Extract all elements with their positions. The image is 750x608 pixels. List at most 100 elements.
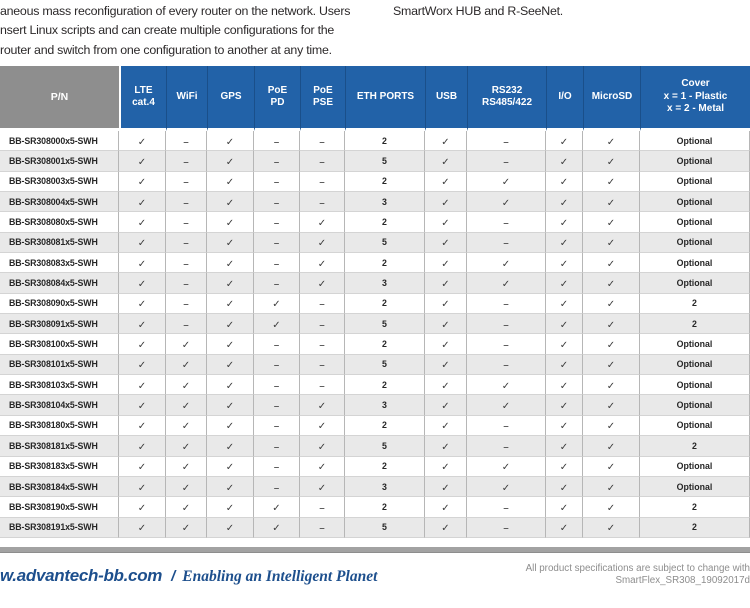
check-icon: ✓ <box>137 401 147 413</box>
product-spec-table: P/N LTE cat.4 WiFi GPS PoE PD PoE PSE ETH PORT… <box>0 66 750 538</box>
check-icon: ✓ <box>137 218 147 230</box>
dash-icon: – <box>273 238 280 250</box>
check-icon: ✓ <box>272 523 281 535</box>
check-icon: ✓ <box>606 319 616 331</box>
check-icon: ✓ <box>606 380 616 392</box>
dash-icon: – <box>273 360 280 372</box>
spec-cell-microsd: ✓ <box>583 497 640 518</box>
check-icon: ✓ <box>181 360 191 372</box>
spec-cell-poe-pd: – <box>254 151 300 172</box>
dash-icon: – <box>503 299 509 311</box>
spec-cell-microsd: ✓ <box>583 476 640 498</box>
part-number-cell: BB-SR308090x5-SWH <box>0 293 119 315</box>
check-icon: ✓ <box>559 177 569 189</box>
check-icon: ✓ <box>137 340 147 352</box>
spec-cell-usb: ✓ <box>425 375 467 396</box>
column-header-pn: P/N <box>0 66 119 131</box>
spec-cell-wifi: ✓ <box>166 456 207 477</box>
check-icon: ✓ <box>441 258 450 270</box>
check-icon: ✓ <box>441 197 450 209</box>
spec-cell-io: ✓ <box>546 334 583 355</box>
check-icon: ✓ <box>559 136 569 148</box>
table-row: BB-SR308084x5-SWH ✓ – ✓ – ✓ 3 ✓ ✓ ✓ ✓ Optional <box>0 273 750 294</box>
dash-icon: – <box>319 340 325 352</box>
spec-cell-io: ✓ <box>546 314 583 335</box>
spec-cell-cover: Optional <box>640 476 750 498</box>
spec-cell-poe-pse: – <box>300 131 345 152</box>
spec-cell-rs232-rs485-422: – <box>467 497 546 518</box>
spec-cell-poe-pse: ✓ <box>300 436 345 457</box>
dash-icon: – <box>319 319 325 331</box>
dash-icon: – <box>183 279 189 291</box>
spec-cell-cover: 2 <box>640 293 750 315</box>
spec-cell-cover: Optional <box>640 456 750 477</box>
spec-cell-wifi: ✓ <box>166 415 207 437</box>
check-icon: ✓ <box>225 258 235 270</box>
intro-paragraph-left: aneous mass reconfiguration of every rou… <box>0 4 351 57</box>
dash-icon: – <box>273 279 280 291</box>
spec-cell-poe-pse: ✓ <box>300 232 345 254</box>
table-row: BB-SR308083x5-SWH ✓ – ✓ – ✓ 2 ✓ ✓ ✓ ✓ Optional <box>0 253 750 274</box>
table-header-row: P/N LTE cat.4 WiFi GPS PoE PD PoE PSE ETH PORT… <box>0 66 750 131</box>
table-row: BB-SR308000x5-SWH ✓ – ✓ – – 2 ✓ – ✓ ✓ Optional <box>0 131 750 152</box>
spec-cell-usb: ✓ <box>425 192 467 213</box>
column-header-gps: GPS <box>207 66 254 131</box>
check-icon: ✓ <box>181 502 191 514</box>
spec-cell-lte-cat4: ✓ <box>119 517 166 538</box>
spec-cell-microsd: ✓ <box>583 171 640 193</box>
check-icon: ✓ <box>441 157 450 169</box>
spec-cell-wifi: – <box>166 171 207 193</box>
check-icon: ✓ <box>559 502 569 514</box>
spec-cell-gps: ✓ <box>207 395 254 416</box>
check-icon: ✓ <box>441 360 450 372</box>
spec-cell-io: ✓ <box>546 517 583 538</box>
footer-site-link[interactable]: w.advantech-bb.com <box>0 566 163 585</box>
spec-cell-poe-pd: – <box>254 232 300 254</box>
spec-cell-gps: ✓ <box>207 354 254 376</box>
check-icon: ✓ <box>225 360 235 372</box>
spec-cell-poe-pse: ✓ <box>300 273 345 294</box>
check-icon: ✓ <box>606 421 616 433</box>
spec-cell-lte-cat4: ✓ <box>119 415 166 437</box>
check-icon: ✓ <box>606 238 616 250</box>
column-header-usb: USB <box>425 66 467 131</box>
spec-cell-wifi: – <box>166 314 207 335</box>
part-number-cell: BB-SR308100x5-SWH <box>0 334 119 355</box>
spec-cell-io: ✓ <box>546 232 583 254</box>
dash-icon: – <box>273 258 280 270</box>
table-row: BB-SR308003x5-SWH ✓ – ✓ – – 2 ✓ ✓ ✓ ✓ Optional <box>0 171 750 193</box>
dash-icon: – <box>503 157 509 169</box>
table-row: BB-SR308004x5-SWH ✓ – ✓ – – 3 ✓ ✓ ✓ ✓ Optional <box>0 192 750 213</box>
spec-cell-eth-ports: 2 <box>345 497 425 518</box>
check-icon: ✓ <box>501 258 511 270</box>
column-header-poe-pd: PoE PD <box>254 66 300 131</box>
dash-icon: – <box>273 441 280 453</box>
spec-cell-eth-ports: 2 <box>345 334 425 355</box>
part-number-cell: BB-SR308101x5-SWH <box>0 354 119 376</box>
spec-cell-eth-ports: 5 <box>345 314 425 335</box>
check-icon: ✓ <box>225 380 235 392</box>
spec-cell-cover: Optional <box>640 151 750 172</box>
check-icon: ✓ <box>272 319 281 331</box>
spec-cell-io: ✓ <box>546 456 583 477</box>
table-row: BB-SR308191x5-SWH ✓ ✓ ✓ ✓ – 5 ✓ – ✓ ✓ 2 <box>0 517 750 538</box>
check-icon: ✓ <box>137 238 147 250</box>
check-icon: ✓ <box>137 380 147 392</box>
part-number-cell: BB-SR308080x5-SWH <box>0 212 119 233</box>
table-row: BB-SR308190x5-SWH ✓ ✓ ✓ ✓ – 2 ✓ – ✓ ✓ 2 <box>0 497 750 518</box>
spec-cell-rs232-rs485-422: – <box>467 436 546 457</box>
part-number-cell: BB-SR308081x5-SWH <box>0 232 119 254</box>
check-icon: ✓ <box>317 441 327 453</box>
check-icon: ✓ <box>137 197 147 209</box>
check-icon: ✓ <box>559 157 569 169</box>
check-icon: ✓ <box>606 523 616 535</box>
check-icon: ✓ <box>501 462 511 474</box>
spec-cell-io: ✓ <box>546 375 583 396</box>
check-icon: ✓ <box>225 197 235 209</box>
check-icon: ✓ <box>606 279 616 291</box>
dash-icon: – <box>503 421 509 433</box>
check-icon: ✓ <box>441 177 450 189</box>
check-icon: ✓ <box>317 421 327 433</box>
spec-cell-io: ✓ <box>546 131 583 152</box>
spec-cell-eth-ports: 3 <box>345 476 425 498</box>
